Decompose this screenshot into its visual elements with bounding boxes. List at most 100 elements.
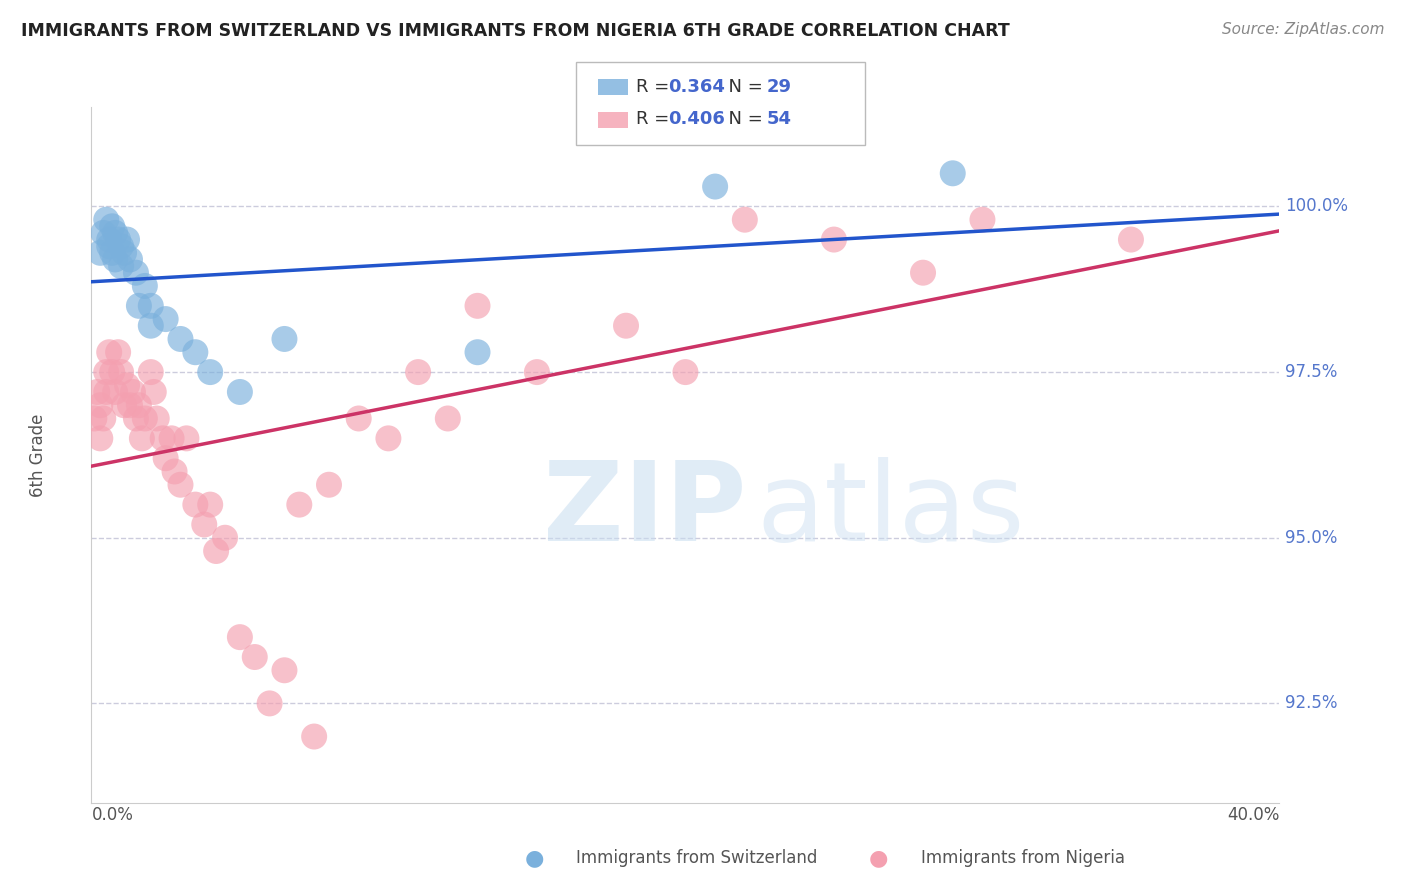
Point (259, 697, 281, 711)
Point (112, 245, 135, 260)
Text: 54: 54 (766, 110, 792, 128)
Point (122, 384, 145, 399)
Point (347, 411, 370, 425)
Point (104, 252, 127, 267)
Text: 6th Grade: 6th Grade (30, 413, 46, 497)
Point (145, 411, 167, 425)
Point (467, 345, 489, 359)
Point (184, 498, 207, 512)
Point (101, 219, 124, 234)
Point (911, 266, 934, 280)
Point (467, 299, 489, 313)
Text: N =: N = (717, 78, 769, 95)
Point (972, 212, 994, 227)
Point (89, 398, 111, 412)
Point (107, 345, 129, 359)
Point (214, 531, 236, 545)
Point (139, 299, 162, 313)
Point (229, 630, 252, 644)
Point (104, 226, 127, 240)
Point (110, 365, 132, 379)
Point (406, 365, 429, 379)
Point (302, 730, 325, 744)
Text: 0.406: 0.406 (668, 110, 724, 128)
Point (155, 451, 177, 466)
Text: R =: R = (636, 110, 675, 128)
Text: 40.0%: 40.0% (1227, 806, 1279, 824)
Point (131, 431, 153, 445)
Text: 92.5%: 92.5% (1285, 694, 1339, 713)
Point (673, 365, 696, 379)
Point (128, 398, 150, 412)
Point (98, 239, 121, 253)
Text: 0.0%: 0.0% (91, 806, 134, 824)
Text: 97.5%: 97.5% (1285, 363, 1337, 381)
Point (128, 299, 150, 313)
Point (184, 345, 207, 359)
Point (118, 398, 141, 412)
Point (155, 312, 177, 326)
Point (823, 233, 845, 247)
Point (273, 332, 295, 346)
Point (614, 318, 637, 333)
Text: ●: ● (869, 848, 889, 868)
Point (101, 245, 124, 260)
Point (139, 365, 162, 379)
Point (134, 279, 156, 293)
Point (318, 477, 340, 491)
Point (89, 431, 111, 445)
Text: ●: ● (524, 848, 544, 868)
Point (436, 411, 458, 425)
Point (118, 252, 141, 267)
Point (288, 498, 311, 512)
Point (200, 365, 222, 379)
Point (193, 517, 215, 532)
Point (169, 477, 191, 491)
Point (200, 498, 222, 512)
Point (176, 431, 198, 445)
Point (101, 365, 124, 379)
Point (125, 411, 148, 425)
Point (125, 266, 148, 280)
Text: IMMIGRANTS FROM SWITZERLAND VS IMMIGRANTS FROM NIGERIA 6TH GRADE CORRELATION CHA: IMMIGRANTS FROM SWITZERLAND VS IMMIGRANT… (21, 22, 1010, 40)
Text: 0.364: 0.364 (668, 78, 724, 95)
Point (96, 384, 118, 399)
Text: Source: ZipAtlas.com: Source: ZipAtlas.com (1222, 22, 1385, 37)
Point (942, 166, 965, 180)
Point (229, 384, 252, 399)
Text: ZIP: ZIP (543, 457, 747, 564)
Text: Immigrants from Nigeria: Immigrants from Nigeria (921, 849, 1125, 867)
Text: Immigrants from Switzerland: Immigrants from Switzerland (576, 849, 818, 867)
Point (142, 384, 165, 399)
Point (98, 233, 121, 247)
Point (734, 212, 756, 227)
Point (134, 411, 156, 425)
Point (104, 384, 127, 399)
Point (96, 365, 118, 379)
Point (377, 431, 399, 445)
Point (152, 431, 174, 445)
Point (704, 179, 727, 194)
Point (1119, 233, 1142, 247)
Point (110, 239, 132, 253)
Point (89, 245, 111, 260)
Text: R =: R = (636, 78, 675, 95)
Text: N =: N = (717, 110, 769, 128)
Point (115, 233, 138, 247)
Point (160, 431, 183, 445)
Point (91, 226, 114, 240)
Text: 100.0%: 100.0% (1285, 197, 1348, 216)
Point (115, 378, 138, 392)
Point (112, 398, 135, 412)
Point (273, 663, 295, 677)
Point (107, 233, 129, 247)
Point (86, 384, 108, 399)
Text: atlas: atlas (756, 457, 1025, 564)
Point (243, 650, 266, 665)
Point (139, 318, 162, 333)
Point (526, 365, 548, 379)
Point (163, 465, 186, 479)
Text: 95.0%: 95.0% (1285, 529, 1337, 547)
Point (98, 345, 121, 359)
Point (169, 332, 191, 346)
